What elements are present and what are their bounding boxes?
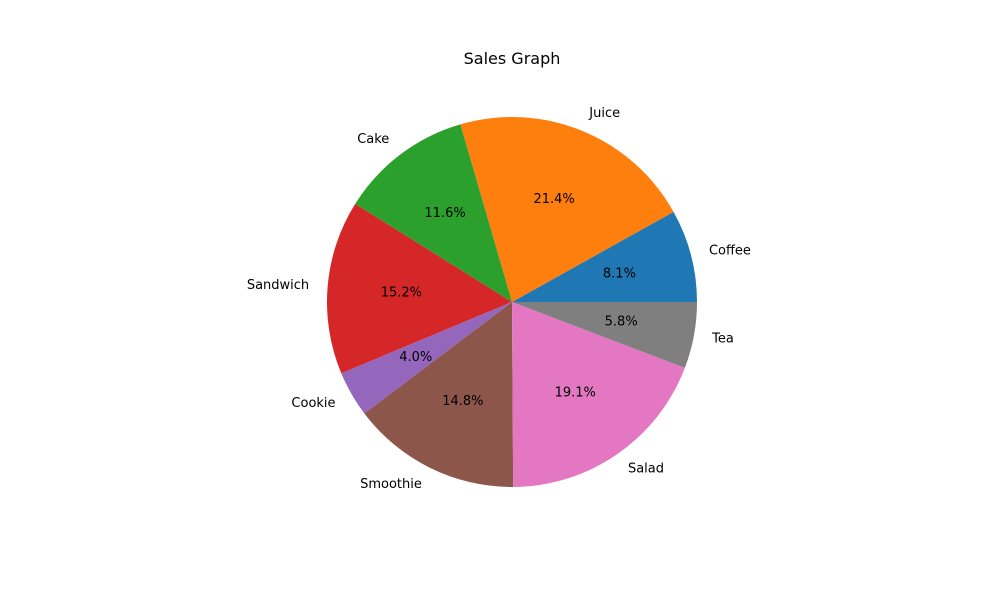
percent-label-smoothie: 14.8% (442, 394, 483, 409)
pie-slice-cake (355, 124, 512, 302)
pie-slices (327, 116, 697, 487)
slice-label-cookie: Cookie (291, 396, 335, 411)
percent-label-cake: 11.6% (424, 206, 465, 221)
category-labels: Coffee Juice Cake Sandwich Cookie Smoothie Sal… (247, 106, 751, 492)
pie-slice-smoothie (364, 302, 514, 487)
chart-title: Sales Graph (464, 49, 561, 68)
slice-label-tea: Tea (711, 331, 734, 346)
percent-label-salad: 19.1% (555, 386, 596, 401)
slice-label-cake: Cake (357, 132, 389, 147)
percent-label-coffee: 8.1% (603, 267, 636, 282)
pie-slice-juice (460, 116, 674, 302)
pie-slice-salad (512, 302, 685, 487)
percent-label-cookie: 4.0% (399, 350, 432, 365)
pie-slice-cookie (341, 302, 512, 414)
percent-labels: 8.1% 21.4% 11.6% 15.2% 4.0% 14.8% 19.1% 5.8% (381, 192, 638, 409)
slice-label-juice: Juice (588, 106, 620, 121)
pie-slice-coffee (512, 211, 697, 302)
pie-slice-tea (512, 302, 697, 368)
slice-label-salad: Salad (628, 462, 664, 477)
slice-label-coffee: Coffee (709, 243, 751, 258)
percent-label-juice: 21.4% (533, 192, 574, 207)
percent-label-sandwich: 15.2% (381, 285, 422, 300)
percent-label-tea: 5.8% (605, 315, 638, 330)
slice-label-sandwich: Sandwich (247, 278, 309, 293)
pie-slice-sandwich (327, 203, 512, 374)
slice-label-smoothie: Smoothie (360, 477, 422, 492)
